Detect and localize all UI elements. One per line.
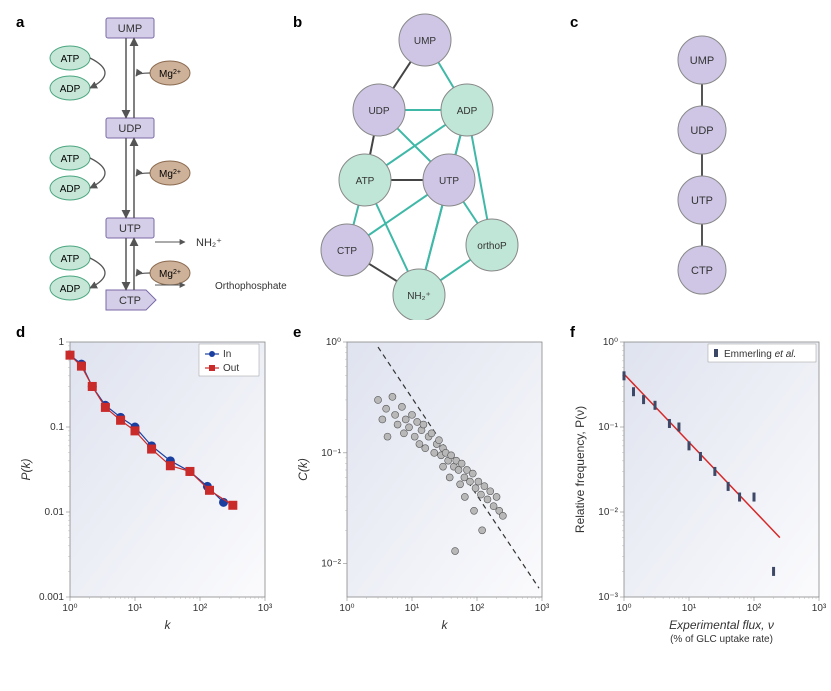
panel-b-label: b (293, 14, 302, 31)
panel-a: a UMPUDPUTPCTPATPADPMg2+ATPADPMg2+ATPADP… (10, 10, 287, 320)
svg-text:UDP: UDP (368, 106, 389, 117)
svg-text:UTP: UTP (119, 223, 141, 235)
svg-text:10⁻¹: 10⁻¹ (598, 422, 618, 433)
panel-f-svg: 10⁰ 10¹ 10² 10³ 10⁻³ 10⁻² 10⁻¹ 10⁰ Experimental … (564, 320, 831, 671)
svg-text:NH₂⁺: NH₂⁺ (196, 237, 222, 249)
panel-d-label: d (16, 324, 25, 341)
panel-e: e 10⁰ 10¹ 10² 10³ 10⁻² 10⁻¹ 10⁰ k C(k) (287, 320, 564, 671)
svg-text:UMP: UMP (414, 36, 437, 47)
svg-text:ADP: ADP (60, 184, 81, 195)
panel-b: b UMP UDP ADP ATP UTP CTP orthoP NH₂⁺ (287, 10, 564, 320)
svg-text:10³: 10³ (812, 603, 827, 614)
svg-text:10²: 10² (470, 603, 485, 614)
svg-text:10⁰: 10⁰ (62, 603, 77, 614)
panel-f: f 10⁰ 10¹ 10² 10³ 10⁻³ 10⁻² 10⁻¹ 10⁰ Experimenta… (564, 320, 831, 671)
svg-text:CTP: CTP (119, 295, 141, 307)
svg-text:10¹: 10¹ (128, 603, 143, 614)
svg-text:10⁻¹: 10⁻¹ (321, 448, 341, 459)
panel-a-label: a (16, 14, 24, 31)
svg-text:10¹: 10¹ (405, 603, 420, 614)
svg-text:Out: Out (223, 363, 239, 374)
panel-c-svg: UMP UDP UTP CTP (564, 10, 831, 320)
svg-text:UMP: UMP (690, 55, 714, 67)
svg-text:Experimental flux, ν: Experimental flux, ν (669, 618, 774, 632)
svg-text:P(k): P(k) (19, 459, 33, 481)
svg-text:0.1: 0.1 (50, 422, 64, 433)
svg-text:10³: 10³ (258, 603, 273, 614)
svg-text:UTP: UTP (691, 195, 713, 207)
svg-text:10⁻²: 10⁻² (598, 507, 618, 518)
svg-text:1: 1 (58, 337, 64, 348)
svg-text:10³: 10³ (535, 603, 550, 614)
panel-d: d 10⁰ 10¹ 10² 10³ 0.001 0.01 0.1 1 k P(k) In Out (10, 320, 287, 671)
svg-text:10⁻²: 10⁻² (321, 559, 341, 570)
svg-text:ATP: ATP (61, 54, 80, 65)
svg-text:UDP: UDP (690, 125, 713, 137)
panel-c: c UMP UDP UTP CTP (564, 10, 831, 320)
svg-text:(% of GLC uptake rate): (% of GLC uptake rate) (670, 634, 773, 645)
svg-text:10⁰: 10⁰ (339, 603, 354, 614)
panel-e-svg: 10⁰ 10¹ 10² 10³ 10⁻² 10⁻¹ 10⁰ k C(k) (287, 320, 564, 671)
svg-text:NH₂⁺: NH₂⁺ (407, 291, 431, 302)
svg-text:ATP: ATP (61, 254, 80, 265)
svg-text:ATP: ATP (61, 154, 80, 165)
svg-text:10⁰: 10⁰ (603, 337, 618, 348)
svg-text:0.001: 0.001 (39, 592, 64, 603)
svg-text:10⁰: 10⁰ (326, 337, 341, 348)
svg-text:10⁻³: 10⁻³ (598, 592, 618, 603)
svg-text:CTP: CTP (691, 265, 713, 277)
svg-text:10⁰: 10⁰ (616, 603, 631, 614)
svg-text:C(k): C(k) (296, 458, 310, 481)
figure-grid: a UMPUDPUTPCTPATPADPMg2+ATPADPMg2+ATPADP… (10, 10, 831, 671)
svg-text:orthoP: orthoP (477, 241, 507, 252)
svg-text:10¹: 10¹ (682, 603, 697, 614)
panel-a-svg: UMPUDPUTPCTPATPADPMg2+ATPADPMg2+ATPADPMg… (10, 10, 287, 320)
svg-text:Emmerling et al.: Emmerling et al. (724, 349, 796, 360)
svg-text:0.01: 0.01 (45, 507, 65, 518)
panel-d-svg: 10⁰ 10¹ 10² 10³ 0.001 0.01 0.1 1 k P(k) In Out (10, 320, 287, 671)
svg-text:ADP: ADP (60, 284, 81, 295)
panel-c-label: c (570, 14, 578, 31)
svg-text:ADP: ADP (457, 106, 478, 117)
svg-text:Orthophosphate: Orthophosphate (215, 281, 287, 292)
svg-text:Relative frequency, P(ν): Relative frequency, P(ν) (573, 406, 587, 533)
svg-text:UTP: UTP (439, 176, 459, 187)
svg-text:k: k (442, 618, 449, 632)
svg-text:ATP: ATP (356, 176, 375, 187)
panel-b-svg: UMP UDP ADP ATP UTP CTP orthoP NH₂⁺ (287, 10, 564, 320)
panel-f-label: f (570, 324, 575, 341)
panel-e-label: e (293, 324, 301, 341)
svg-text:In: In (223, 349, 231, 360)
svg-text:k: k (165, 618, 172, 632)
svg-text:CTP: CTP (337, 246, 357, 257)
svg-text:10²: 10² (747, 603, 762, 614)
svg-text:ADP: ADP (60, 84, 81, 95)
svg-text:UDP: UDP (118, 123, 141, 135)
svg-text:UMP: UMP (118, 23, 142, 35)
svg-text:10²: 10² (193, 603, 208, 614)
